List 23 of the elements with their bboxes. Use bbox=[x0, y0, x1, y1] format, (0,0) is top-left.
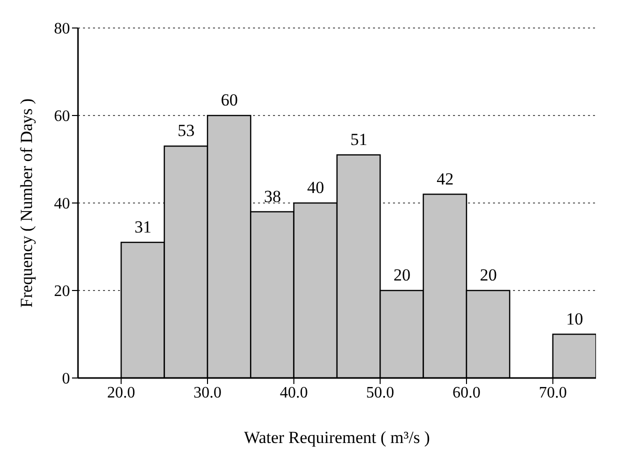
y-axis-title: Frequency ( Number of Days ) bbox=[17, 98, 36, 308]
x-axis-title: Water Requirement ( m³/s ) bbox=[244, 428, 430, 447]
y-tick-label: 0 bbox=[62, 370, 70, 388]
data-label: 51 bbox=[350, 130, 368, 149]
x-tick-label: 30.0 bbox=[194, 384, 222, 402]
data-label: 31 bbox=[134, 217, 152, 236]
x-tick-label: 50.0 bbox=[366, 384, 394, 402]
data-label: 53 bbox=[178, 121, 195, 140]
y-tick-label: 20 bbox=[54, 283, 70, 300]
x-tick-label: 20.0 bbox=[107, 384, 136, 402]
data-label: 10 bbox=[566, 309, 584, 328]
x-tick-label: 40.0 bbox=[280, 384, 308, 402]
data-label: 60 bbox=[220, 90, 238, 110]
x-tick-label: 70.0 bbox=[538, 384, 567, 402]
y-tick-label: 80 bbox=[54, 20, 70, 38]
data-label: 20 bbox=[480, 266, 497, 284]
data-label: 38 bbox=[264, 186, 281, 206]
data-label: 42 bbox=[436, 169, 454, 188]
x-tick-label: 60.0 bbox=[452, 384, 480, 402]
data-label: 20 bbox=[393, 266, 410, 284]
y-tick-label: 60 bbox=[54, 108, 70, 126]
data-label: 40 bbox=[307, 178, 324, 197]
y-tick-label: 40 bbox=[54, 196, 70, 213]
